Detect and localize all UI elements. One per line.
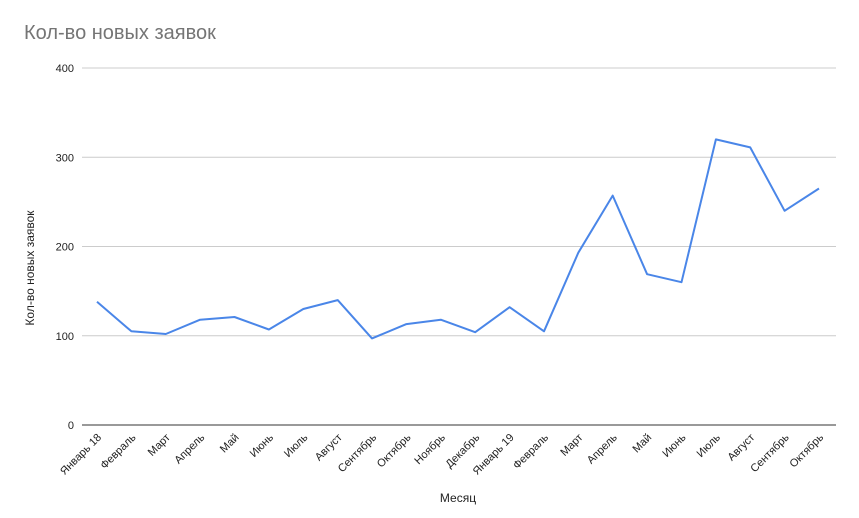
data-point bbox=[95, 300, 99, 304]
data-point bbox=[129, 329, 133, 333]
data-point bbox=[679, 280, 683, 284]
series-line bbox=[96, 138, 820, 340]
x-tick-label: Июль bbox=[282, 431, 311, 460]
data-point bbox=[611, 194, 615, 198]
y-axis-title: Кол-во новых заявок bbox=[23, 210, 37, 326]
x-tick-label: Июнь bbox=[248, 431, 276, 459]
series-layer bbox=[95, 137, 821, 340]
data-point bbox=[233, 315, 237, 319]
data-point bbox=[198, 318, 202, 322]
x-tick-label: Май bbox=[218, 432, 242, 456]
data-point bbox=[783, 209, 787, 213]
data-point bbox=[748, 145, 752, 149]
x-tick-label: Апрель bbox=[172, 431, 207, 466]
x-tick-label: Август bbox=[725, 432, 757, 464]
x-axis-title: Месяц bbox=[440, 491, 476, 505]
x-tick-label: Август bbox=[313, 432, 345, 464]
data-point bbox=[714, 137, 718, 141]
y-axis-ticks: 0 100 200 300 400 bbox=[56, 63, 74, 432]
x-tick-label: Март bbox=[558, 432, 585, 459]
chart-title: Кол-во новых заявок bbox=[24, 22, 216, 44]
y-tick-label: 300 bbox=[56, 152, 74, 164]
x-tick-label: Июнь bbox=[660, 431, 688, 459]
y-tick-label: 200 bbox=[56, 242, 74, 254]
data-point bbox=[473, 330, 477, 334]
data-point bbox=[370, 336, 374, 340]
data-point bbox=[645, 272, 649, 276]
y-tick-label: 0 bbox=[68, 420, 74, 432]
x-tick-label: Октябрь bbox=[375, 431, 414, 470]
data-point bbox=[817, 186, 821, 190]
data-point bbox=[301, 307, 305, 311]
data-point bbox=[267, 328, 271, 332]
x-tick-label: Февраль bbox=[511, 431, 551, 471]
x-tick-label: Апрель bbox=[585, 431, 620, 466]
x-tick-label: Март bbox=[146, 432, 173, 459]
x-tick-label: Февраль bbox=[98, 431, 138, 471]
data-point bbox=[542, 329, 546, 333]
x-tick-label: Январь 18 bbox=[58, 432, 104, 478]
data-point bbox=[336, 298, 340, 302]
gridlines bbox=[82, 67, 836, 426]
data-point bbox=[576, 251, 580, 255]
data-point bbox=[164, 332, 168, 336]
y-tick-label: 100 bbox=[56, 331, 74, 343]
x-tick-label: Октябрь bbox=[787, 431, 826, 470]
y-tick-label: 400 bbox=[56, 63, 74, 75]
data-point bbox=[508, 305, 512, 309]
x-tick-label: Май bbox=[630, 432, 654, 456]
x-tick-label: Июль bbox=[695, 431, 724, 460]
data-point bbox=[404, 322, 408, 326]
data-point bbox=[439, 318, 443, 322]
